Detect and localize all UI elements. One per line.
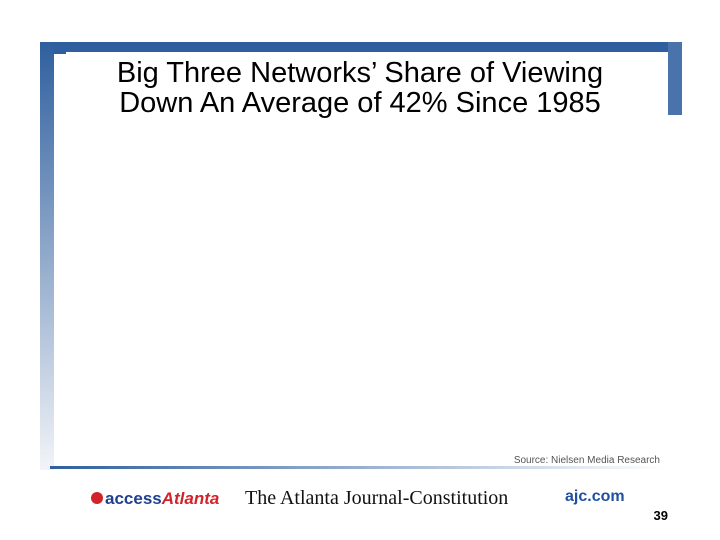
title-box	[66, 52, 668, 116]
title-line: Down An Average of 42% Since 1985	[119, 87, 601, 119]
right-bar	[668, 42, 682, 115]
title-line: Big Three Networks’ Share of Viewing	[117, 57, 603, 89]
site: ajc.com	[565, 488, 625, 505]
page-number: 39	[654, 508, 668, 523]
left-bar	[40, 42, 54, 470]
top-bar	[40, 42, 682, 54]
bottom-line	[50, 466, 666, 469]
newspaper: The Atlanta Journal-Constitution	[245, 487, 508, 509]
logo-part: access	[105, 489, 162, 508]
logo-icon	[91, 492, 103, 504]
logo-part: Atlanta	[161, 489, 220, 508]
access-logo: accessAtlanta	[105, 489, 219, 508]
source: Source: Nielsen Media Research	[514, 455, 660, 466]
